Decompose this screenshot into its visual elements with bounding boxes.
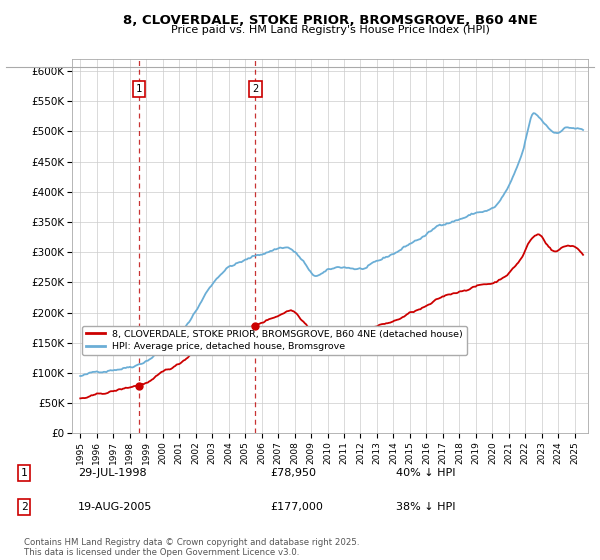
Text: Price paid vs. HM Land Registry's House Price Index (HPI): Price paid vs. HM Land Registry's House … xyxy=(170,25,490,35)
Legend: 8, CLOVERDALE, STOKE PRIOR, BROMSGROVE, B60 4NE (detached house), HPI: Average p: 8, CLOVERDALE, STOKE PRIOR, BROMSGROVE, … xyxy=(82,326,467,355)
Text: 2: 2 xyxy=(20,502,28,512)
Text: 1: 1 xyxy=(20,468,28,478)
Text: 8, CLOVERDALE, STOKE PRIOR, BROMSGROVE, B60 4NE: 8, CLOVERDALE, STOKE PRIOR, BROMSGROVE, … xyxy=(122,14,538,27)
Text: 38% ↓ HPI: 38% ↓ HPI xyxy=(396,502,455,512)
Text: £78,950: £78,950 xyxy=(270,468,316,478)
Text: 40% ↓ HPI: 40% ↓ HPI xyxy=(396,468,455,478)
Text: 2: 2 xyxy=(253,84,259,94)
Text: £177,000: £177,000 xyxy=(270,502,323,512)
Text: 1: 1 xyxy=(136,84,142,94)
Text: 19-AUG-2005: 19-AUG-2005 xyxy=(78,502,152,512)
Text: Contains HM Land Registry data © Crown copyright and database right 2025.
This d: Contains HM Land Registry data © Crown c… xyxy=(24,538,359,557)
Text: 29-JUL-1998: 29-JUL-1998 xyxy=(78,468,146,478)
